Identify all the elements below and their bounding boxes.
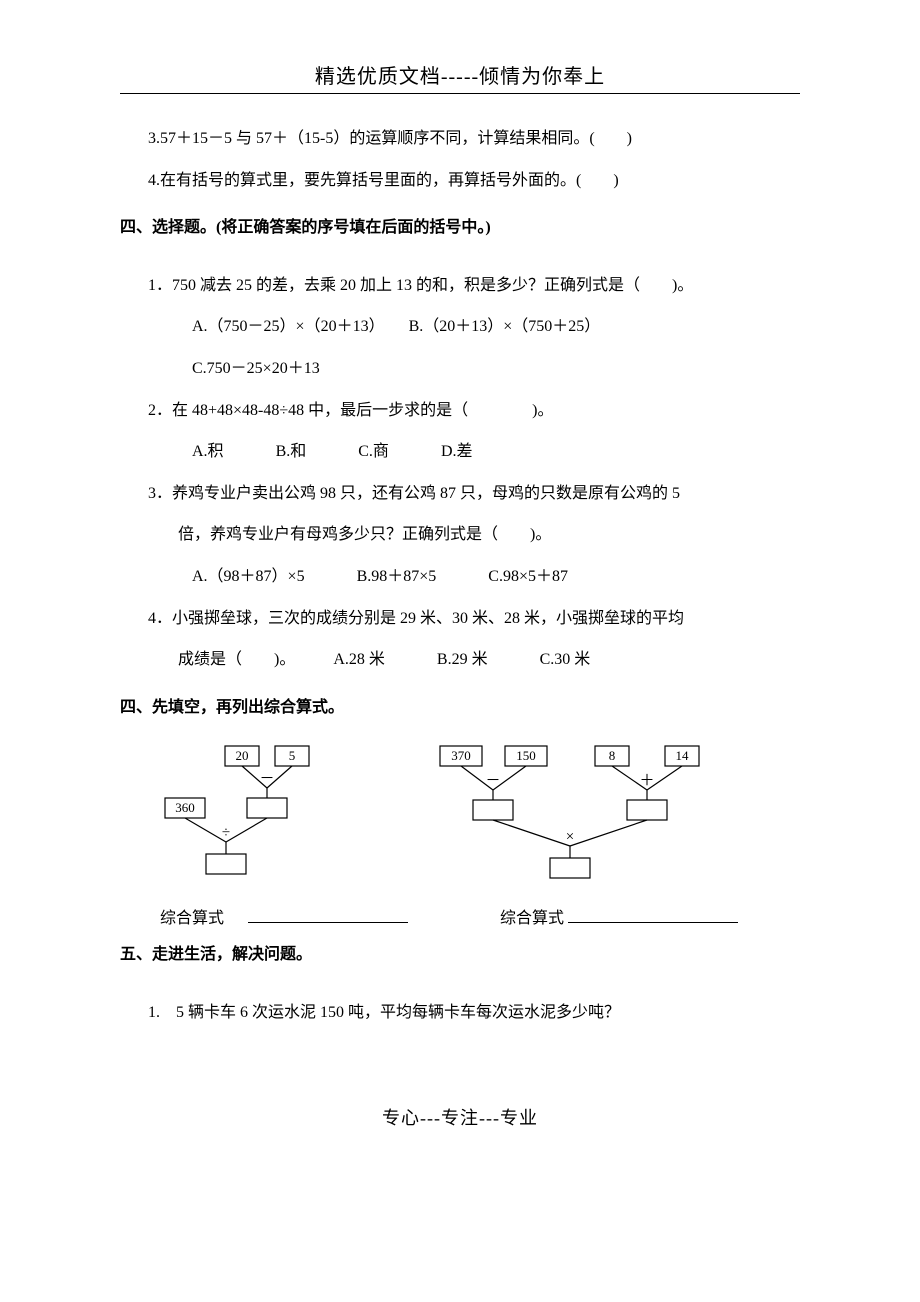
q3-opt-c: C.98×5＋87	[488, 568, 568, 585]
q3-opt-a: A.（98＋87）×5	[192, 568, 305, 585]
d2-op-right: ＋	[639, 773, 654, 789]
q2-opt-d: D.差	[441, 443, 473, 460]
diagram-2: 370 150 8 14 － ＋ ×	[430, 744, 750, 894]
header-rule	[120, 93, 800, 94]
q4-opt-a: A.28 米	[333, 651, 385, 668]
q2-opts: A.积 B.和 C.商 D.差	[120, 431, 800, 473]
d1-op-top: －	[259, 771, 274, 787]
formula-row: 综合算式 综合算式	[120, 904, 800, 928]
q4-stem2: 成绩是（ )。	[178, 651, 295, 668]
section-4b-heading: 四、先填空，再列出综合算式。	[120, 687, 800, 729]
d1-box-a: 20	[236, 748, 249, 763]
diagram-1: 20 5 － 360 ÷	[160, 744, 350, 894]
section-4a-heading: 四、选择题。(将正确答案的序号填在后面的括号中。)	[120, 207, 800, 249]
diagram-1-svg: 20 5 － 360 ÷	[160, 744, 350, 894]
d2-op-bottom: ×	[566, 829, 574, 845]
formula-blank-2	[568, 908, 738, 923]
page-header-title: 精选优质文档-----倾情为你奉上	[120, 60, 800, 89]
tf-q4: 4.在有括号的算式里，要先算括号里面的，再算括号外面的。( )	[120, 160, 800, 202]
q2-opt-c: C.商	[358, 443, 389, 460]
page-footer: 专心---专注---专业	[120, 1104, 800, 1130]
section-5-heading: 五、走进生活，解决问题。	[120, 934, 800, 976]
d1-box-b: 5	[289, 748, 296, 763]
diagram-2-svg: 370 150 8 14 － ＋ ×	[430, 744, 750, 894]
d2-box-a: 370	[451, 748, 471, 763]
q4-stem-line2: 成绩是（ )。 A.28 米 B.29 米 C.30 米	[120, 639, 800, 681]
q2-opt-b: B.和	[276, 443, 307, 460]
formula-label-2: 综合算式	[500, 910, 564, 927]
q4-stem-line1: 4．小强掷垒球，三次的成绩分别是 29 米、30 米、28 米，小强掷垒球的平均	[120, 598, 800, 640]
q1-opt-c: C.750－25×20＋13	[120, 348, 800, 390]
q2-opt-a: A.积	[192, 443, 224, 460]
d1-box-c: 360	[175, 800, 195, 815]
d2-box-d: 14	[676, 748, 690, 763]
q4-opt-b: B.29 米	[437, 651, 488, 668]
d2-box-b: 150	[516, 748, 536, 763]
tf-q3: 3.57＋15－5 与 57＋（15-5）的运算顺序不同，计算结果相同。( )	[120, 118, 800, 160]
sec5-q1: 1. 5 辆卡车 6 次运水泥 150 吨，平均每辆卡车每次运水泥多少吨？	[120, 992, 800, 1034]
page: 精选优质文档-----倾情为你奉上 3.57＋15－5 与 57＋（15-5）的…	[0, 0, 920, 1170]
q1-stem: 1．750 减去 25 的差，去乘 20 加上 13 的和，积是多少？正确列式是…	[120, 265, 800, 307]
diagram-row: 20 5 － 360 ÷ 370 15	[120, 744, 800, 894]
d1-op-bottom: ÷	[222, 825, 230, 841]
q3-stem-line1: 3．养鸡专业户卖出公鸡 98 只，还有公鸡 87 只，母鸡的只数是原有公鸡的 5	[120, 473, 800, 515]
d2-op-left: －	[485, 773, 500, 789]
q2-stem: 2．在 48+48×48-48÷48 中，最后一步求的是（ )。	[120, 390, 800, 432]
q1-opts-ab: A.（750－25）×（20＋13） B.（20＋13）×（750＋25）	[120, 306, 800, 348]
q3-opt-b: B.98＋87×5	[357, 568, 437, 585]
q3-opts: A.（98＋87）×5 B.98＋87×5 C.98×5＋87	[120, 556, 800, 598]
formula-label-1: 综合算式	[160, 910, 224, 927]
q4-opt-c: C.30 米	[540, 651, 591, 668]
formula-blank-1	[248, 908, 408, 923]
d2-box-c: 8	[609, 748, 616, 763]
q3-stem-line2: 倍，养鸡专业户有母鸡多少只？正确列式是（ )。	[120, 514, 800, 556]
